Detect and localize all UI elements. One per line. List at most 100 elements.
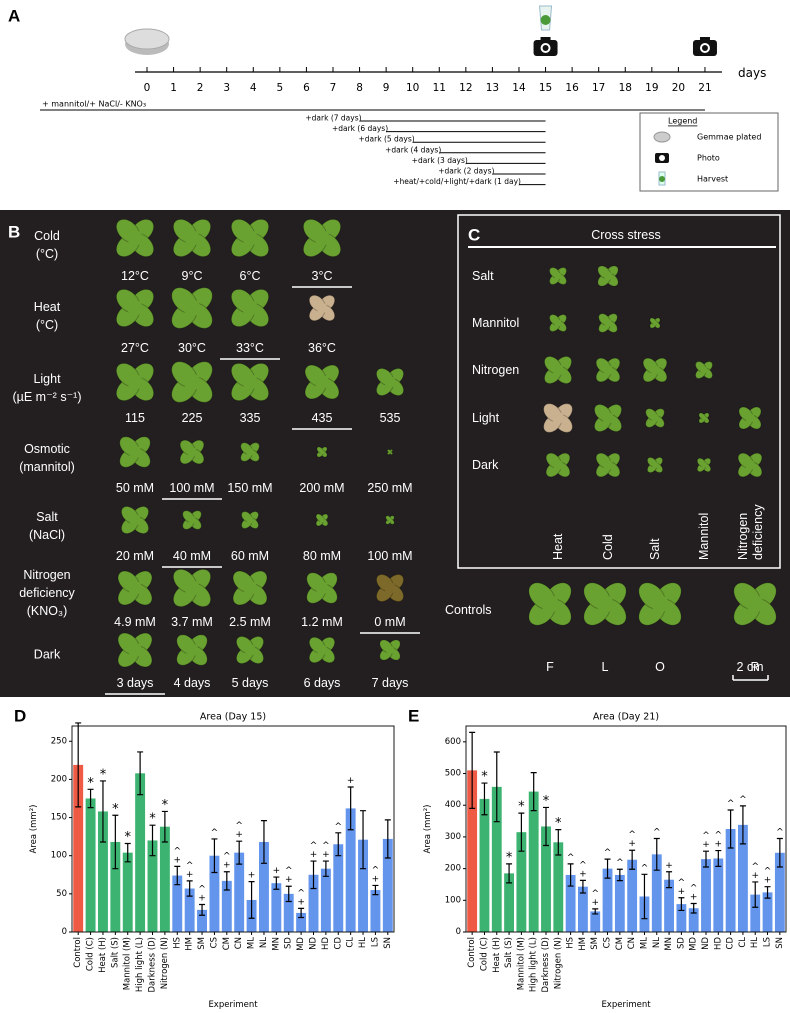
day-label: 0 [144,82,151,94]
x-tick-label: CM [615,937,625,950]
bar [345,808,356,932]
plant-photo [117,632,153,668]
y-tick-label: 150 [51,813,67,823]
x-tick-label: CD [726,937,736,950]
error-bar [543,806,549,847]
condition-label: 435 [312,411,333,425]
error-bar [739,805,746,845]
day-label: 7 [330,82,337,94]
plant-photo [171,361,213,403]
legend-tissue [659,176,665,182]
x-tick-label: MN [664,937,674,951]
row-name: Light [472,411,500,425]
significance-mark: ^ [579,860,587,870]
significance-mark: + [198,894,206,904]
significance-mark: * [124,830,131,845]
x-tick-label: Nitrogen (N) [553,937,563,989]
plant-center [652,320,658,326]
condition-label: 1.2 mM [301,615,343,629]
panel-title: Cross stress [591,228,660,242]
legend-item: Photo [697,154,720,163]
x-tick-label: HS [566,937,576,949]
x-axis-label: Experiment [208,1000,258,1010]
chart-title: Area (Day 21) [593,712,659,723]
plant-center [603,460,613,470]
chart-title: Area (Day 15) [200,712,266,723]
plant-center [184,580,200,596]
significance-mark: * [87,776,94,791]
error-bar [469,731,476,809]
plant-photo [696,457,712,473]
significance-mark: ^ [628,830,636,840]
plant-center [745,460,755,470]
panel-label: E [408,707,419,726]
row-name: Salt [472,269,494,283]
dark-label: +heat/+cold/+light/+dark (1 day) [393,177,521,186]
bar [664,879,674,932]
error-bar [592,908,599,915]
significance-mark: + [591,898,599,908]
plant-photo [308,636,336,664]
y-tick-label: 0 [62,927,67,937]
bar [774,852,785,932]
x-tick-label: Mannitol (M) [516,937,526,990]
plant-photo [115,288,155,328]
bar [651,854,662,932]
day-label: 12 [459,82,472,94]
row-name: (mannitol) [19,460,75,474]
bar [602,868,613,932]
error-bar [641,873,648,920]
significance-mark: ^ [604,848,612,858]
plant-center [700,366,708,374]
camera-lens-inner [542,45,549,51]
day-label: 5 [277,82,284,94]
row-name: Light [33,372,61,386]
axis-label: days [738,66,766,80]
day-label: 18 [619,82,632,94]
significance-mark: + [751,871,759,881]
error-bar [752,881,759,908]
bar [184,888,195,932]
condition-label: 100 mM [169,481,214,495]
x-tick-label: HL [358,937,368,948]
day-label: 15 [539,82,552,94]
day-label: 13 [486,82,499,94]
x-tick-label: ND [701,937,711,950]
x-tick-label: Heat (H) [492,937,502,973]
significance-mark: ^ [334,822,342,832]
plant-center [553,460,563,470]
plant-center [243,581,257,595]
plant-center [319,449,325,455]
panel-label: C [468,226,480,245]
condition-label: 3°C [312,269,333,283]
x-tick-label: MD [296,937,306,951]
condition-label: 200 mM [299,481,344,495]
plant-photo [230,288,270,328]
significance-mark: ^ [285,866,293,876]
plant-photo [543,355,573,385]
dark-label: +dark (3 days) [412,156,468,165]
day-label: 21 [698,82,711,94]
error-bar [481,782,488,816]
error-bar [112,814,119,870]
bar [701,859,711,932]
significance-mark: + [372,874,380,884]
condition-label: 40 mM [173,549,211,563]
y-tick-label: 0 [456,927,461,937]
plant-center [701,462,707,468]
day-label: 3 [223,82,230,94]
day-label: 16 [565,82,579,94]
panel-label: A [8,7,20,26]
y-tick-label: 200 [445,864,461,874]
significance-mark: ^ [702,831,710,841]
significance-mark: * [555,816,562,831]
significance-mark: ^ [211,828,219,838]
significance-mark: ^ [310,841,318,851]
legend-item: Harvest [697,175,728,184]
condition-label: 60 mM [231,549,269,563]
bar [688,908,699,932]
plant-photo [117,570,153,606]
x-tick-label: ML [639,937,649,949]
x-tick-label: Darkness (D) [541,937,551,993]
plant-center [651,461,659,469]
